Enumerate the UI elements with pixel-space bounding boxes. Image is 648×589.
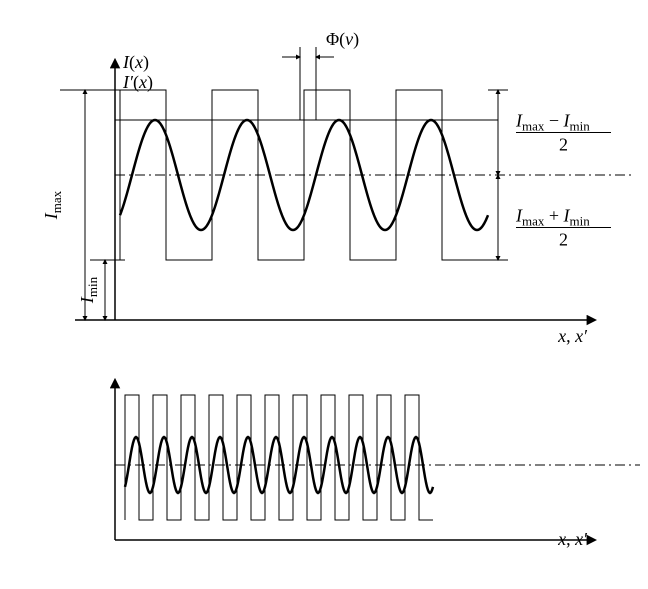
label-imax: Imax xyxy=(41,190,64,220)
bot-square-wave xyxy=(125,395,433,520)
frac-sum: Imax + Imin2 xyxy=(515,206,611,250)
label-Iprimex: I′(x) xyxy=(122,72,153,93)
svg-text:Imax − Imin: Imax − Imin xyxy=(515,111,590,134)
label-Ix: I(x) xyxy=(122,52,149,73)
bot-x-label: x, x′ xyxy=(557,529,588,549)
svg-text:Imax + Imin: Imax + Imin xyxy=(515,206,590,229)
frac-diff: Imax − Imin2 xyxy=(515,111,611,155)
svg-text:2: 2 xyxy=(559,230,568,250)
svg-text:2: 2 xyxy=(559,135,568,155)
label-phi: Φ(ν) xyxy=(326,29,359,50)
top-x-label: x, x′ xyxy=(557,326,588,346)
label-imin: Imin xyxy=(77,276,100,304)
